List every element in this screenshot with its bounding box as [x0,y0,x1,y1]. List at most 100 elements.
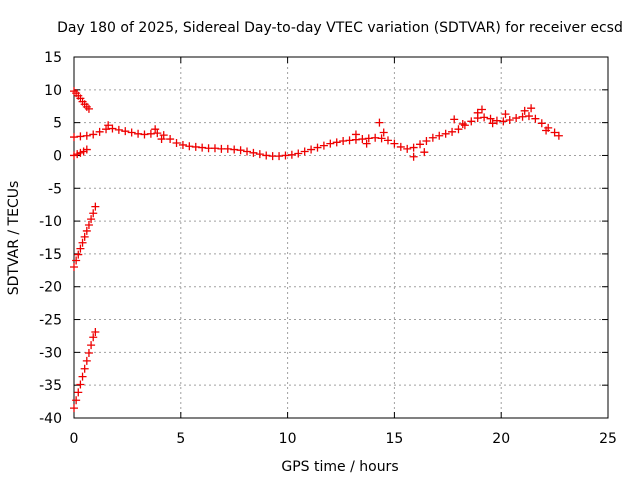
x-tick-label: 0 [70,431,79,447]
data-point [339,137,348,146]
data-point [550,128,559,137]
data-point [76,380,85,389]
data-point [383,136,392,145]
data-point [460,121,469,130]
data-point [499,117,508,126]
data-point [262,151,271,160]
data-point [351,130,360,139]
data-point [441,129,450,138]
data-point [191,142,200,151]
data-points [70,87,563,413]
data-point [403,144,412,153]
data-point [332,138,341,147]
y-tick-label: -40 [39,411,62,427]
data-point [520,106,529,115]
data-point [458,119,467,128]
data-point [78,372,87,381]
data-point [74,250,83,259]
data-point [70,404,78,413]
data-point [80,232,89,241]
data-point [307,145,316,154]
data-point [448,127,457,136]
data-point [364,134,373,143]
data-point [151,125,160,134]
y-tick-label: -35 [39,378,62,394]
x-tick-label: 25 [599,431,617,447]
data-point [537,119,546,128]
y-tick-label: -5 [48,181,62,197]
data-point [104,121,113,130]
data-point [501,110,510,119]
data-point [287,150,296,159]
y-tick-label: 10 [44,83,62,99]
data-point [371,133,380,142]
data-point [82,226,91,235]
data-point [70,263,78,272]
x-tick-label: 10 [279,431,297,447]
data-point [72,256,81,265]
data-point [82,131,91,140]
data-point [524,112,533,121]
data-point [275,152,284,161]
data-point [84,221,93,230]
series-segment-early-zero [70,145,91,160]
data-point [375,118,384,127]
x-tick-label: 20 [492,431,510,447]
y-tick-label: -25 [39,313,62,329]
data-point [326,139,335,148]
data-point [159,131,168,140]
series-segment-main [70,112,563,161]
data-point [477,105,486,114]
data-point [76,132,85,141]
data-point [84,349,93,358]
data-point [89,209,98,218]
data-point [153,129,162,138]
series-segment-early-minus17 [70,202,100,272]
series-segment-noisy [104,104,551,161]
chart-title: Day 180 of 2025, Sidereal Day-to-day VTE… [57,20,623,36]
y-tick-label: -20 [39,280,62,296]
data-point [409,143,418,152]
data-point [70,87,78,96]
data-point [377,134,386,143]
data-point [313,143,322,152]
data-point [358,135,367,144]
data-point [450,115,459,124]
y-tick-label: 0 [53,148,62,164]
data-point [428,133,437,142]
grid-lines [74,57,608,418]
y-axis-label: SDTVAR / TECUs [6,181,22,296]
data-point [409,152,418,161]
data-point [454,125,463,134]
data-point [255,150,264,159]
series-segment-early-high [70,87,93,113]
data-point [89,130,98,139]
data-point [127,128,136,137]
data-point [249,148,258,157]
data-point [492,116,501,125]
data-point [396,142,405,151]
data-point [236,146,245,155]
data-point [435,131,444,140]
data-point [527,104,536,113]
x-tick-label: 15 [385,431,403,447]
data-point [108,124,117,133]
data-point [95,127,104,136]
data-point [223,144,232,153]
y-tick-label: 5 [53,116,62,132]
data-point [198,143,207,152]
data-point [230,145,239,154]
data-point [121,127,130,136]
data-point [80,364,89,373]
data-point [84,104,93,113]
x-tick-label: 5 [176,431,185,447]
plot-frame [73,56,609,419]
data-point [74,388,83,397]
data-point [172,138,181,147]
data-point [281,151,290,160]
data-point [480,113,489,122]
data-point [91,202,100,211]
data-point [345,136,354,145]
data-point [114,125,123,134]
